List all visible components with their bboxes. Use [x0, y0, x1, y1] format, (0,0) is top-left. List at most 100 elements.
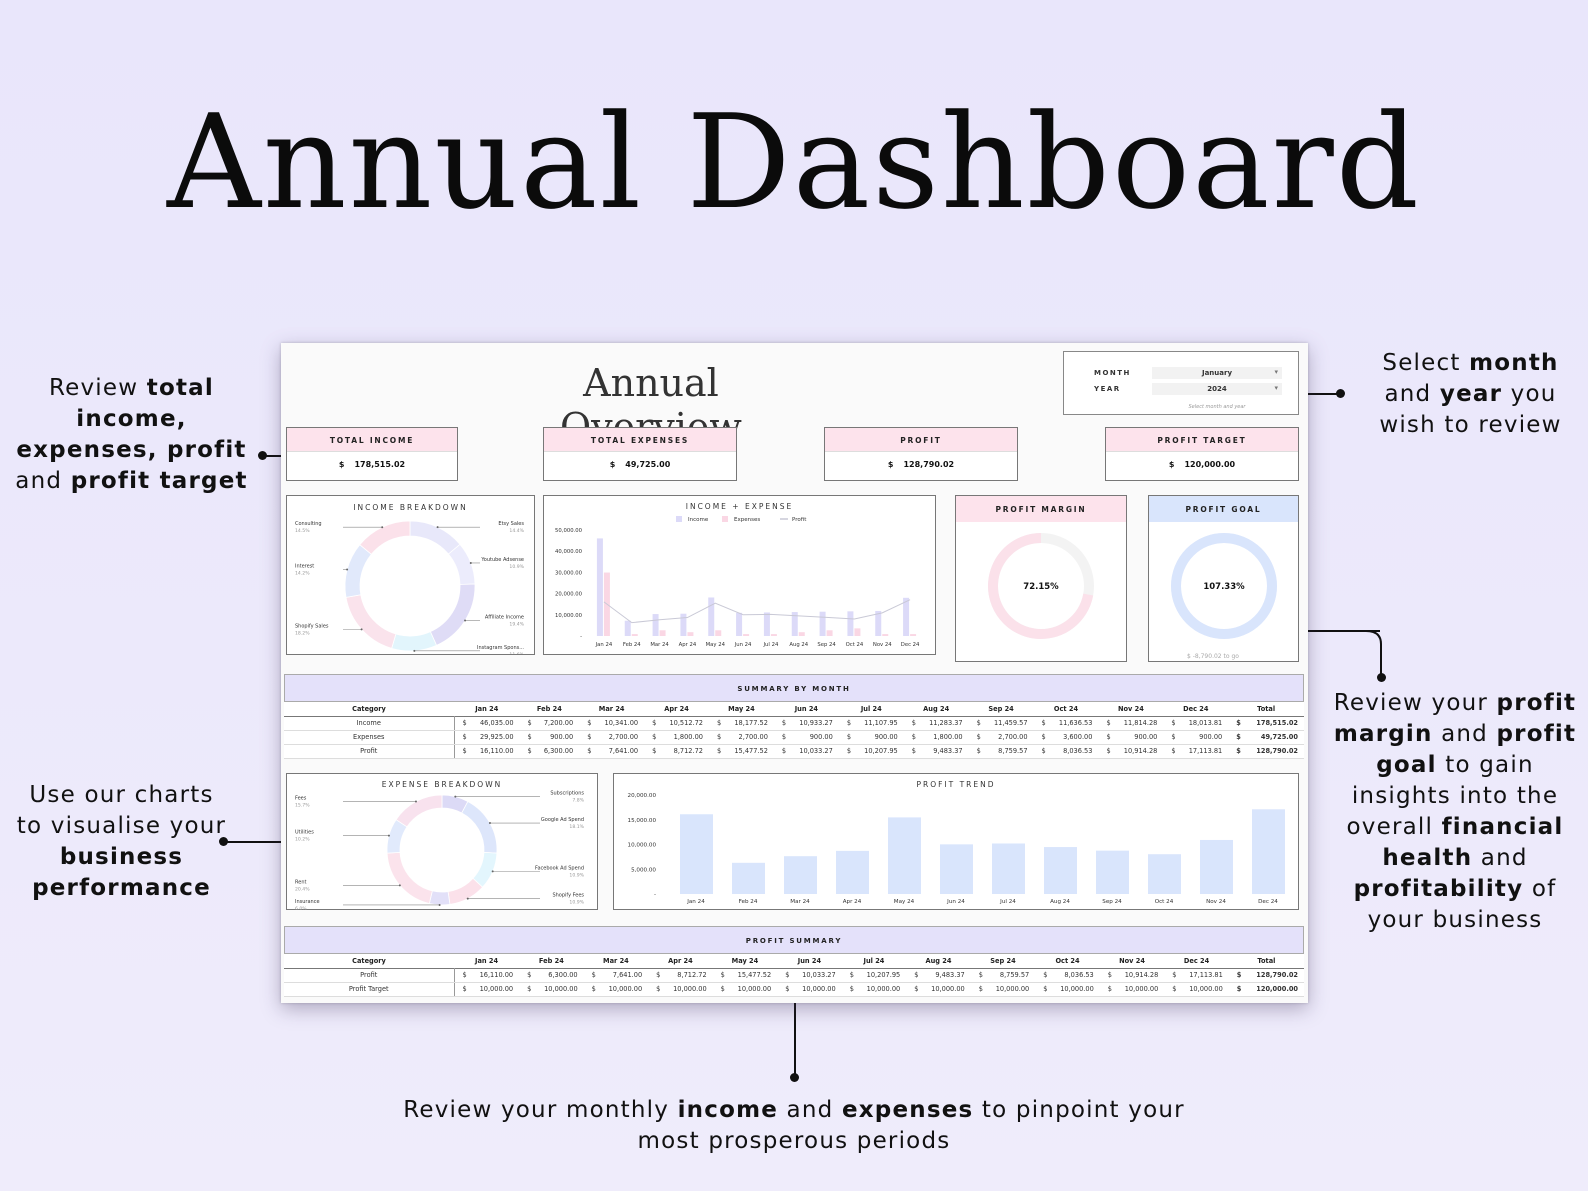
month-dropdown[interactable]: January ▾ [1152, 367, 1282, 379]
gauge-value: 107.33% [1203, 582, 1245, 592]
table-cell: $900.00 [773, 730, 839, 745]
selector-hint: Select month and year [1188, 404, 1246, 410]
row-category: Income [284, 715, 455, 731]
table-cell: $8,712.72 [644, 744, 709, 759]
profit-goal-remaining: $ -8,790.02 to go [1187, 653, 1239, 660]
expense-bar [715, 630, 722, 636]
profit-trend-panel: PROFIT TREND 20,000.00 15,000.00 10,000.00… [613, 773, 1299, 910]
income-label: Affiliate Income [485, 615, 524, 621]
x-tick-label: Sep 24 [1102, 899, 1122, 905]
column-header: Jul 24 [863, 956, 885, 965]
table-cell: $10,000.00 [970, 982, 1036, 997]
profit-goal-gauge: 107.33% $ -8,790.02 to go [1171, 533, 1277, 660]
table-cell: $16,110.00 [454, 744, 520, 759]
y-tick-label: 15,000.00 [628, 818, 657, 824]
income-label: Consulting [295, 521, 322, 527]
table-cell: $17,113.81 [1164, 967, 1229, 983]
profit-trend-bar [992, 843, 1025, 894]
table-cell: $17,113.81 [1163, 744, 1229, 759]
callout-line [794, 985, 796, 1079]
income-expense-panel: INCOME + EXPENSE Income Expenses Profit 50,… [543, 495, 936, 655]
profit-margin-panel: PROFIT MARGIN 72.15% [955, 495, 1127, 662]
expense-label: Google Ad Spend [541, 817, 584, 823]
kpi-value: $49,725.00 [609, 460, 671, 469]
table-row: Expenses $29,925.00 $900.00 $2,700.00 $1,800… [284, 730, 1304, 745]
income-bar [736, 612, 743, 636]
table-cell: $16,110.00 [454, 967, 520, 983]
table-cell: $10,000.00 [1164, 982, 1229, 997]
x-tick-label: Oct 24 [1155, 899, 1174, 905]
income-pct: 14.4% [509, 528, 524, 534]
callout-tables: Review your monthly income and expenses … [403, 1097, 1185, 1154]
income-bar [875, 610, 882, 636]
expense-breakdown-title: EXPENSE BREAKDOWN [381, 780, 503, 789]
x-tick-label: Mar 24 [650, 642, 669, 648]
income-bar [819, 611, 826, 636]
expense-slice [461, 800, 498, 854]
column-header: Jan 24 [475, 704, 499, 713]
table-cell: $10,933.27 [773, 715, 839, 731]
kpi-profit-target: PROFIT TARGET $120,000.00 [1105, 427, 1299, 481]
table-cell: $10,914.28 [1098, 744, 1164, 759]
x-tick-label: Jun 24 [946, 899, 965, 905]
gauge-fill [1171, 533, 1277, 639]
period-selector: MONTH January ▾ YEAR 2024 ▾ Select month… [1063, 351, 1299, 415]
table-cell: $120,000.00 [1228, 982, 1304, 997]
expense-breakdown-panel: EXPENSE BREAKDOWN Subscriptions 7.8% Googl… [286, 773, 598, 910]
expense-pct: 20.4% [295, 886, 310, 892]
income-pct: 11.6% [509, 652, 524, 654]
column-header: Category [352, 704, 386, 713]
callout-dot [1377, 673, 1386, 682]
row-category: Profit [284, 967, 455, 983]
income-pct: 14.2% [295, 571, 310, 577]
legend-label: Expenses [734, 517, 760, 523]
income-bar [680, 613, 687, 636]
x-tick-label: Sep 24 [817, 642, 836, 648]
table-row: Profit $16,110.00 $6,300.00 $7,641.00 $8,712… [284, 744, 1304, 759]
chevron-down-icon: ▾ [1274, 368, 1278, 376]
table-cell: $7,641.00 [583, 967, 649, 983]
table-cell: $178,515.02 [1228, 715, 1304, 731]
callout-dot [790, 1073, 799, 1082]
callout-gauges: Review your profit margin and profit goa… [1333, 690, 1577, 933]
income-breakdown-title: INCOME BREAKDOWN [353, 503, 468, 512]
month-value: January [1201, 369, 1233, 377]
income-label: Shopify Sales [295, 623, 329, 629]
chevron-down-icon: ▾ [1274, 384, 1278, 392]
table-cell: $29,925.00 [454, 730, 520, 745]
y-tick-label: 50,000.00 [555, 528, 583, 534]
table-cell: $11,107.95 [838, 715, 904, 731]
y-tick-label: - [580, 634, 582, 640]
column-header: Total [1257, 704, 1276, 713]
column-header: Jan 24 [475, 956, 499, 965]
income-expense-title: INCOME + EXPENSE [685, 502, 794, 511]
kpi-label: PROFIT TARGET [1106, 428, 1298, 452]
expense-slice [428, 890, 451, 906]
table-cell: $6,300.00 [519, 744, 580, 759]
income-label: Youtube Adsense [480, 557, 524, 563]
callout-line [1282, 630, 1380, 632]
table-cell: $10,000.00 [777, 982, 842, 997]
y-tick-label: 40,000.00 [555, 549, 583, 555]
x-tick-label: Dec 24 [901, 642, 920, 648]
income-slice [409, 520, 461, 555]
expense-bar [854, 628, 861, 636]
profit-trend-bar [1252, 809, 1285, 894]
y-tick-label: 20,000.00 [555, 592, 583, 598]
income-label: Instagram Spons... [477, 645, 524, 651]
expense-bar [770, 634, 777, 636]
legend-label: Profit [792, 517, 807, 523]
row-category: Expenses [284, 730, 455, 745]
year-dropdown[interactable]: 2024 ▾ [1152, 383, 1282, 395]
expense-bar [687, 632, 694, 636]
x-tick-label: Nov 24 [1206, 899, 1226, 905]
column-header: Jun 24 [794, 704, 819, 713]
table-cell: $7,641.00 [579, 744, 645, 759]
column-header: Oct 24 [1053, 704, 1079, 713]
column-header: Dec 24 [1183, 956, 1210, 965]
table-cell: $10,914.28 [1099, 967, 1165, 983]
x-tick-label: Apr 24 [679, 642, 697, 648]
column-header: Total [1257, 956, 1276, 965]
table-cell: $10,000.00 [906, 982, 971, 997]
